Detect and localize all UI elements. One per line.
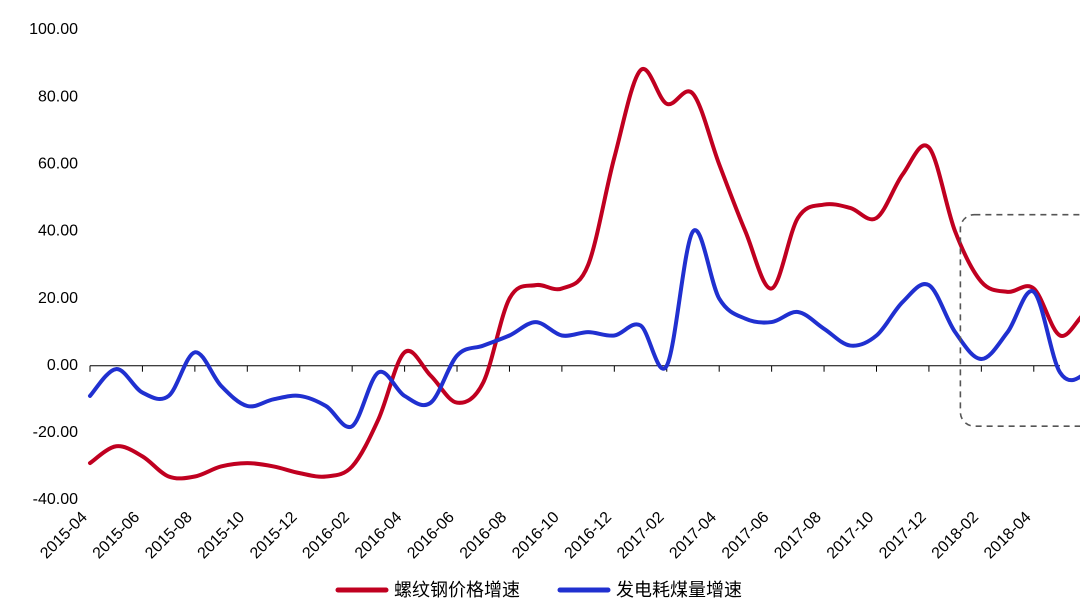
y-tick-label: 0.00 — [47, 357, 78, 374]
y-tick-label: -40.00 — [33, 491, 78, 508]
line-chart: -40.00 -20.00 0.00 20.00 40.00 60.00 80.00 100.… — [0, 0, 1080, 615]
y-tick-label: 20.00 — [38, 290, 78, 307]
y-tick-label: 40.00 — [38, 223, 78, 240]
legend-label: 发电耗煤量增速 — [616, 580, 742, 600]
y-tick-label: -20.00 — [33, 424, 78, 441]
legend-label: 螺纹钢价格增速 — [394, 580, 520, 600]
chart-svg: -40.00 -20.00 0.00 20.00 40.00 60.00 80.00 100.… — [0, 0, 1080, 615]
y-tick-label: 60.00 — [38, 156, 78, 173]
y-tick-label: 100.00 — [29, 21, 78, 38]
y-tick-label: 80.00 — [38, 88, 78, 105]
